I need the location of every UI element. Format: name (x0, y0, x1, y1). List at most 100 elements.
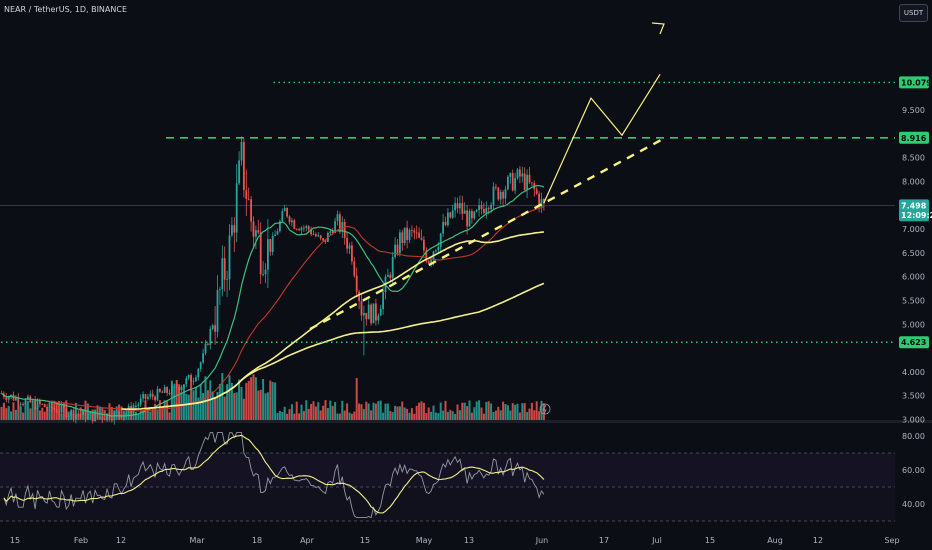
projection-annotations[interactable] (309, 22, 665, 415)
candle-body[interactable] (209, 328, 212, 345)
candle-body[interactable] (51, 402, 53, 409)
candle-body[interactable] (427, 261, 430, 264)
candle-body[interactable] (70, 410, 72, 416)
candle-body[interactable] (262, 274, 264, 275)
candle-body[interactable] (139, 398, 142, 405)
candle-body[interactable] (370, 304, 372, 324)
candles[interactable] (0, 136, 545, 425)
candle-body[interactable] (147, 396, 149, 399)
candle-body[interactable] (459, 203, 461, 209)
candle-body[interactable] (267, 239, 269, 270)
candle-body[interactable] (315, 234, 317, 237)
candle-body[interactable] (449, 212, 452, 218)
candle-body[interactable] (444, 221, 447, 226)
candle-body[interactable] (233, 225, 236, 233)
candle-body[interactable] (303, 227, 305, 229)
candle-body[interactable] (180, 386, 183, 390)
candle-body[interactable] (463, 210, 466, 214)
candle-body[interactable] (423, 239, 425, 251)
candle-body[interactable] (207, 343, 209, 345)
candle-body[interactable] (519, 169, 521, 177)
candle-body[interactable] (447, 212, 449, 226)
candle-body[interactable] (497, 187, 500, 200)
candle-body[interactable] (216, 290, 219, 332)
candle-body[interactable] (509, 173, 512, 177)
candle-body[interactable] (118, 411, 120, 416)
candle-body[interactable] (192, 380, 195, 382)
candle-body[interactable] (219, 289, 221, 291)
candle-body[interactable] (142, 394, 144, 399)
candle-body[interactable] (36, 400, 39, 409)
candle-body[interactable] (161, 391, 164, 393)
candle-body[interactable] (281, 211, 284, 222)
candle-body[interactable] (15, 397, 17, 401)
candle-body[interactable] (305, 226, 308, 228)
candle-body[interactable] (46, 406, 48, 409)
candle-body[interactable] (365, 312, 368, 320)
candle-body[interactable] (394, 244, 396, 257)
candle-body[interactable] (34, 400, 36, 409)
candle-body[interactable] (240, 142, 243, 161)
candle-body[interactable] (250, 199, 252, 222)
candle-body[interactable] (135, 405, 137, 408)
candle-body[interactable] (468, 210, 471, 227)
candle-body[interactable] (178, 387, 180, 390)
candle-body[interactable] (79, 414, 82, 416)
candle-body[interactable] (351, 245, 353, 262)
candle-body[interactable] (286, 207, 288, 217)
candle-body[interactable] (271, 236, 274, 252)
candle-body[interactable] (523, 173, 526, 190)
candle-body[interactable] (65, 408, 68, 418)
candle-body[interactable] (516, 169, 519, 179)
candle-body[interactable] (502, 191, 504, 199)
candle-body[interactable] (442, 221, 444, 234)
candle-body[interactable] (507, 176, 509, 190)
candle-body[interactable] (430, 259, 432, 264)
candle-body[interactable] (360, 300, 363, 316)
candle-body[interactable] (82, 410, 84, 415)
candle-body[interactable] (312, 234, 315, 236)
candle-body[interactable] (511, 173, 514, 191)
candle-body[interactable] (235, 183, 238, 233)
candle-body[interactable] (454, 203, 456, 211)
candle-body[interactable] (168, 392, 171, 395)
candle-body[interactable] (43, 404, 46, 407)
candle-body[interactable] (543, 199, 545, 204)
candle-body[interactable] (264, 269, 267, 275)
candle-body[interactable] (298, 229, 300, 231)
candle-body[interactable] (120, 415, 123, 418)
candle-body[interactable] (137, 404, 140, 406)
candle-body[interactable] (307, 226, 310, 230)
candle-body[interactable] (202, 353, 204, 363)
candle-body[interactable] (461, 203, 464, 214)
candle-body[interactable] (214, 325, 216, 332)
currency-button[interactable]: USDT (899, 4, 928, 22)
candle-body[interactable] (341, 222, 344, 231)
candle-body[interactable] (87, 413, 89, 420)
candle-body[interactable] (96, 412, 99, 418)
candle-body[interactable] (63, 405, 65, 409)
candle-body[interactable] (339, 214, 341, 231)
candle-body[interactable] (411, 229, 413, 231)
candle-body[interactable] (456, 203, 459, 209)
candle-body[interactable] (154, 396, 156, 401)
candle-body[interactable] (387, 274, 389, 277)
candle-body[interactable] (159, 388, 161, 392)
candle-body[interactable] (19, 404, 22, 405)
candle-body[interactable] (22, 404, 24, 405)
candle-body[interactable] (435, 250, 437, 252)
candle-body[interactable] (238, 160, 240, 184)
candle-body[interactable] (221, 258, 224, 290)
candle-body[interactable] (31, 400, 34, 403)
candle-body[interactable] (259, 232, 262, 275)
candle-body[interactable] (99, 416, 101, 418)
candle-body[interactable] (295, 228, 298, 230)
candle-body[interactable] (401, 232, 404, 244)
candle-body[interactable] (245, 190, 248, 199)
candle-body[interactable] (358, 291, 360, 301)
candle-body[interactable] (53, 408, 56, 410)
candle-body[interactable] (425, 250, 428, 262)
candle-body[interactable] (84, 410, 87, 420)
candle-body[interactable] (331, 231, 334, 233)
candle-body[interactable] (269, 239, 272, 252)
